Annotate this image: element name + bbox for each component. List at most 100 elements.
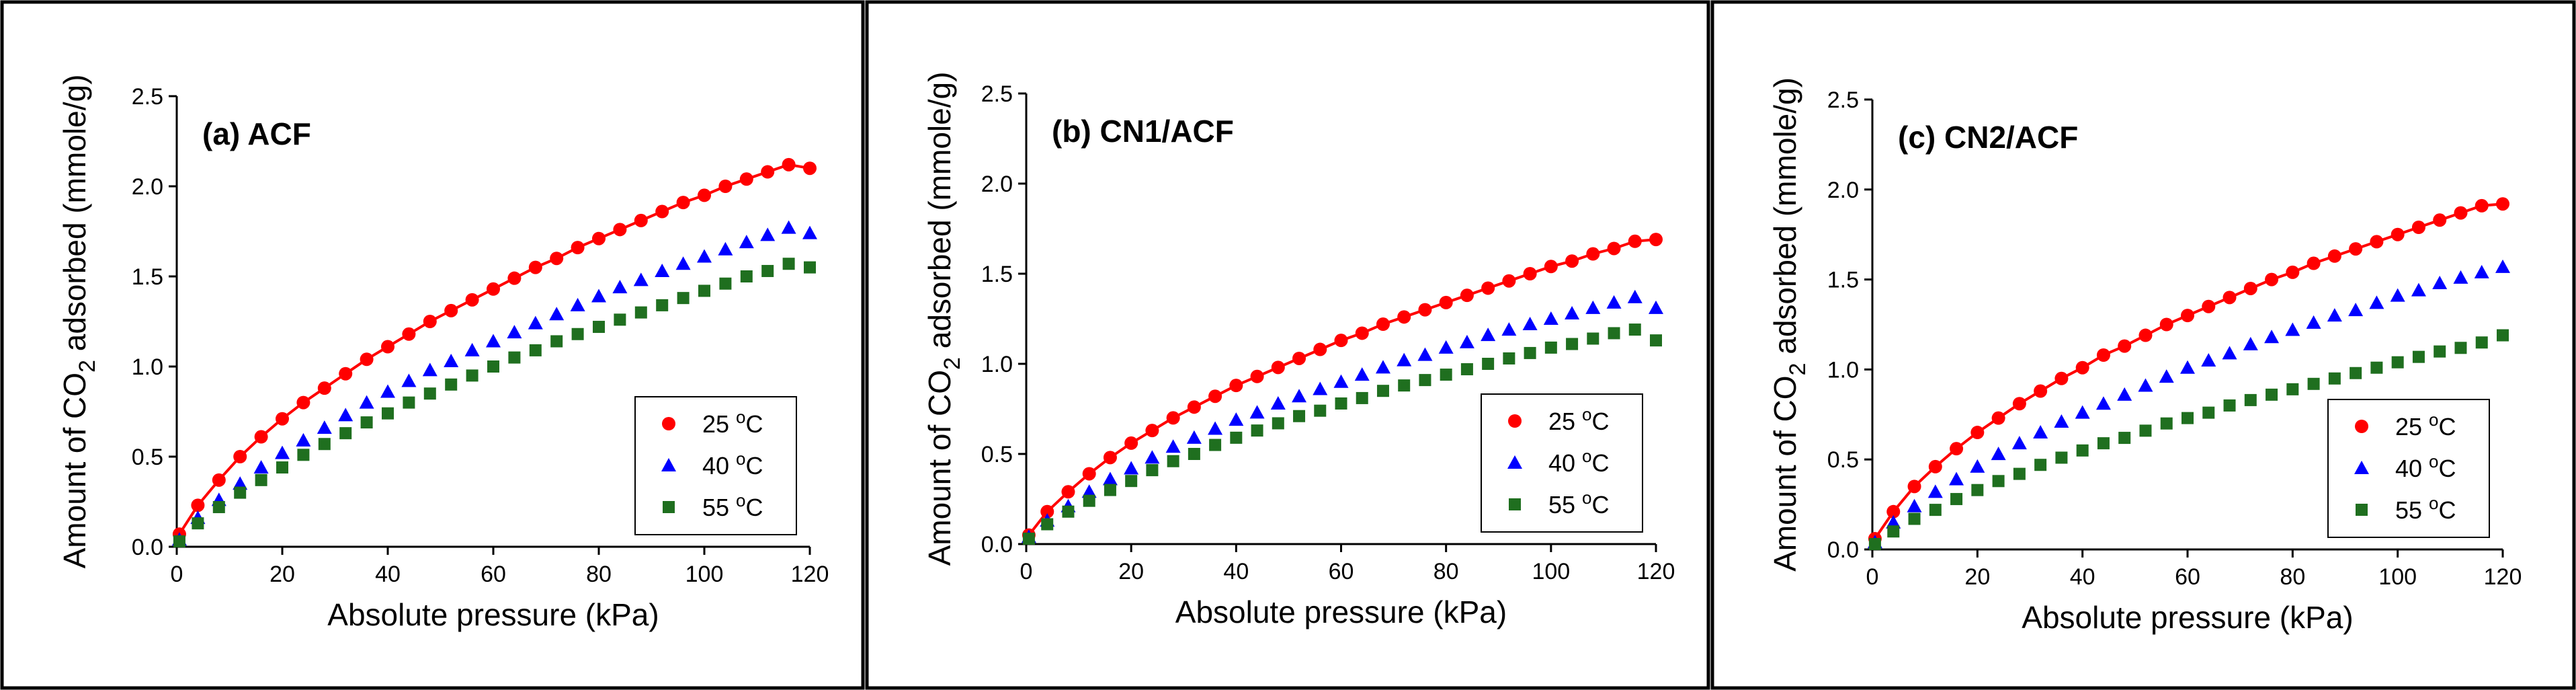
panel-title: (a) ACF <box>202 116 311 151</box>
data-point-55C <box>173 535 185 547</box>
y-tick-label: 2.5 <box>1827 87 1859 113</box>
data-point-40C <box>570 297 585 311</box>
data-point-25C <box>2202 299 2216 313</box>
data-point-40C <box>1565 305 1580 319</box>
x-tick-label: 20 <box>1118 559 1144 584</box>
legend-label-value: 25 <box>2395 413 2429 440</box>
y-tick-label: 0.0 <box>132 535 163 560</box>
x-axis-title: Absolute pressure (kPa) <box>2022 600 2353 635</box>
data-point-55C <box>1440 369 1452 381</box>
data-point-25C <box>1124 436 1138 450</box>
data-point-55C <box>1460 363 1473 376</box>
data-point-40C <box>633 272 649 286</box>
data-point-55C <box>212 501 225 514</box>
data-point-40C <box>2264 330 2280 344</box>
data-point-55C <box>487 360 499 373</box>
data-point-55C <box>1209 438 1222 451</box>
data-point-25C <box>2391 227 2405 241</box>
data-point-40C <box>1208 421 1223 435</box>
y-axis-title-rest: adsorbed (mmole/g) <box>57 75 92 360</box>
data-point-25C <box>2118 339 2132 353</box>
data-point-55C <box>1398 379 1411 392</box>
legend-label-degree: o <box>736 449 745 469</box>
y-axis-title: Amount of CO2 adsorbed (mmole/g) <box>922 72 965 566</box>
data-point-55C <box>1929 504 1942 516</box>
y-tick-label: 0.0 <box>981 532 1013 558</box>
legend-marker <box>1507 455 1522 469</box>
legend-label: 55 oC <box>2395 493 2456 524</box>
data-point-40C <box>1333 374 1349 388</box>
data-point-40C <box>486 334 501 348</box>
legend-label: 40 oC <box>702 449 763 480</box>
data-point-40C <box>1522 317 1538 331</box>
data-point-55C <box>2286 383 2299 395</box>
data-point-25C <box>1502 274 1516 288</box>
y-tick-label: 1.0 <box>132 354 163 380</box>
data-point-55C <box>1356 391 1368 404</box>
data-point-25C <box>2181 309 2194 323</box>
data-point-40C <box>1627 289 1643 303</box>
data-point-25C <box>1145 424 1159 438</box>
data-point-55C <box>1650 334 1662 347</box>
x-tick-label: 100 <box>1532 559 1570 584</box>
legend-label: 25 oC <box>2395 410 2456 440</box>
data-point-55C <box>1868 537 1881 550</box>
x-tick-label: 120 <box>2484 564 2522 590</box>
data-point-25C <box>1229 379 1243 393</box>
data-point-40C <box>2495 259 2510 273</box>
data-point-25C <box>276 412 289 426</box>
data-point-40C <box>2474 264 2489 278</box>
data-point-25C <box>1544 260 1558 274</box>
data-point-55C <box>593 321 605 334</box>
data-point-25C <box>2496 197 2509 211</box>
data-point-40C <box>2432 275 2448 289</box>
data-point-25C <box>2034 384 2048 398</box>
legend-label-degree: o <box>2429 451 2438 471</box>
data-point-25C <box>1460 289 1474 303</box>
data-point-40C <box>802 225 817 239</box>
legend-label: 25 oC <box>702 407 763 438</box>
data-point-40C <box>1501 322 1517 336</box>
data-point-55C <box>1992 475 2005 488</box>
y-tick-label: 0.0 <box>1827 537 1859 563</box>
data-point-40C <box>2180 360 2195 374</box>
data-point-40C <box>1543 311 1559 325</box>
data-point-40C <box>1313 381 1328 395</box>
data-point-55C <box>1272 417 1284 430</box>
data-point-25C <box>803 161 817 176</box>
data-point-40C <box>401 373 417 387</box>
data-point-40C <box>2159 369 2174 383</box>
data-point-25C <box>1886 504 1901 519</box>
x-tick-label: 100 <box>685 562 724 587</box>
legend-marker <box>1508 414 1522 428</box>
x-tick-label: 0 <box>1866 564 1879 590</box>
data-point-40C <box>1124 461 1139 475</box>
data-point-40C <box>2348 303 2364 317</box>
legend-label-value: 55 <box>702 494 736 521</box>
data-point-55C <box>2097 437 2110 450</box>
data-point-55C <box>1125 475 1138 488</box>
data-point-55C <box>2328 372 2341 385</box>
data-point-55C <box>403 396 415 409</box>
data-point-40C <box>1459 334 1474 348</box>
panel-frame <box>865 0 1710 690</box>
data-point-55C <box>719 277 732 290</box>
data-point-40C <box>549 307 565 321</box>
data-point-25C <box>1991 411 2005 425</box>
data-point-55C <box>1950 493 1963 506</box>
data-point-25C <box>296 395 310 410</box>
data-point-40C <box>1417 347 1433 361</box>
data-point-55C <box>297 449 310 461</box>
series-55C <box>173 258 816 547</box>
series-40C <box>171 220 817 546</box>
data-point-40C <box>422 362 438 377</box>
data-point-25C <box>2286 265 2300 279</box>
data-point-25C <box>676 196 690 210</box>
data-point-40C <box>781 220 796 234</box>
data-point-40C <box>2369 295 2384 309</box>
data-point-55C <box>2223 399 2236 412</box>
data-point-55C <box>529 344 542 356</box>
data-point-55C <box>2497 329 2509 342</box>
data-point-25C <box>2012 397 2026 411</box>
